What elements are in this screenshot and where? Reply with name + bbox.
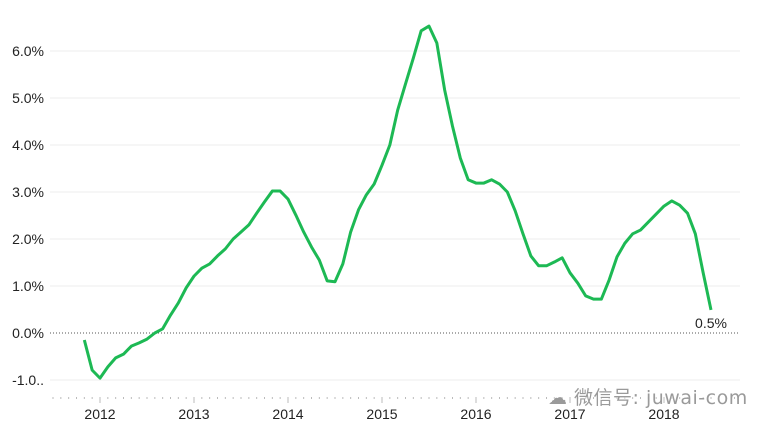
x-tick-label: 2015: [366, 406, 397, 422]
x-tick-label: 2018: [648, 406, 679, 422]
x-tick-label: 2014: [272, 406, 303, 422]
end-value-label: 0.5%: [695, 315, 727, 331]
x-tick-label: 2013: [178, 406, 209, 422]
watermark: ☁ 微信号: juwai-com: [548, 387, 748, 409]
x-tick-label: 2016: [460, 406, 491, 422]
y-tick-label: -1.0..: [12, 372, 44, 388]
y-tick-label: 1.0%: [12, 278, 44, 294]
y-tick-label: 3.0%: [12, 184, 44, 200]
y-tick-label: 6.0%: [12, 43, 44, 59]
y-tick-label: 0.0%: [12, 325, 44, 341]
data-line: [82, 24, 713, 380]
y-tick-label: 2.0%: [12, 231, 44, 247]
x-tick-label: 2017: [554, 406, 585, 422]
x-tick-label: 2012: [84, 406, 115, 422]
y-tick-label: 4.0%: [12, 137, 44, 153]
y-tick-label: 5.0%: [12, 90, 44, 106]
wechat-icon: ☁: [548, 387, 575, 409]
